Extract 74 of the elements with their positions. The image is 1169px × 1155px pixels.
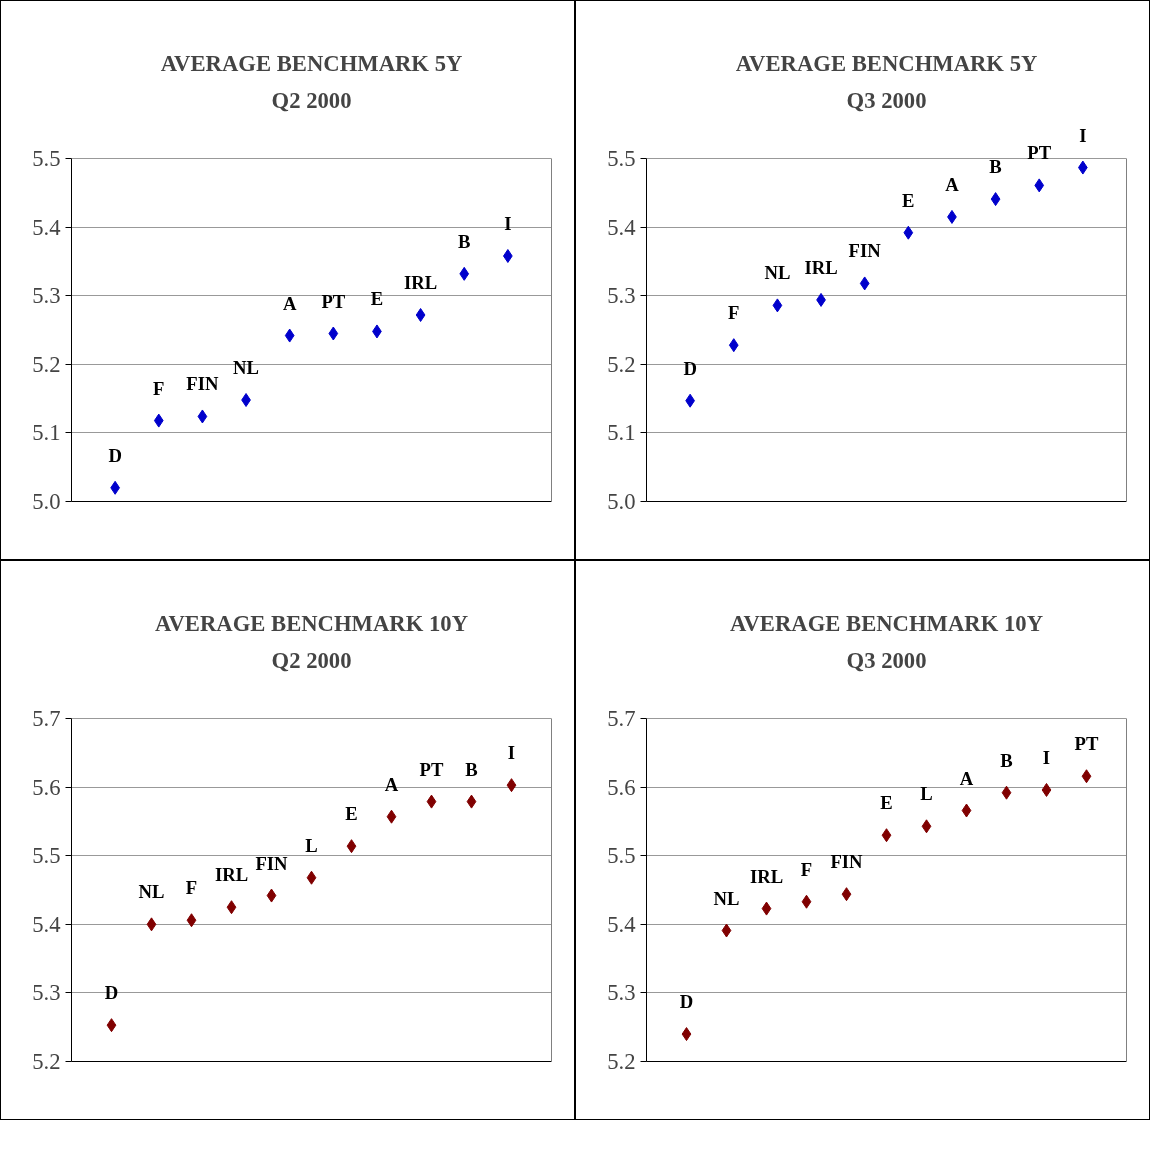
x-tick-label: D bbox=[104, 982, 119, 1004]
chart-subtitle: Q2 2000 bbox=[271, 647, 352, 673]
x-tick-label: E bbox=[345, 803, 358, 825]
y-tick-label: 5.4 bbox=[607, 911, 636, 937]
x-tick-label: IRL bbox=[804, 256, 838, 278]
chart-title: AVERAGE BENCHMARK 5Y bbox=[735, 50, 1038, 76]
y-tick-label: 5.7 bbox=[607, 706, 636, 732]
y-tick-label: 5.2 bbox=[32, 1049, 61, 1074]
x-tick-label: NL bbox=[764, 262, 791, 284]
x-tick-label: PT bbox=[1074, 733, 1099, 755]
x-tick-label: L bbox=[920, 783, 933, 805]
x-tick-label: E bbox=[370, 288, 384, 310]
y-tick-label: 5.4 bbox=[32, 911, 61, 937]
x-tick-label: I bbox=[1079, 124, 1087, 146]
y-tick-label: 5.2 bbox=[607, 1049, 636, 1074]
y-tick-label: 5.1 bbox=[32, 420, 61, 446]
y-tick-label: 5.0 bbox=[607, 489, 636, 514]
chart-subtitle: Q3 2000 bbox=[846, 87, 927, 113]
y-tick-label: 5.5 bbox=[607, 146, 636, 172]
y-tick-label: 5.5 bbox=[32, 843, 61, 869]
x-tick-label: IRL bbox=[749, 865, 784, 887]
x-tick-label: A bbox=[282, 292, 297, 314]
x-tick-label: F bbox=[185, 877, 198, 899]
y-tick-label: 5.0 bbox=[32, 489, 61, 514]
x-tick-label: B bbox=[458, 230, 471, 252]
x-tick-label: NL bbox=[713, 887, 740, 909]
x-tick-label: A bbox=[945, 173, 960, 195]
x-tick-label: E bbox=[902, 189, 915, 211]
x-tick-label: FIN bbox=[830, 851, 864, 873]
y-tick-label: 5.4 bbox=[607, 214, 636, 240]
x-tick-label: D bbox=[108, 444, 122, 466]
y-tick-label: 5.5 bbox=[607, 843, 636, 869]
x-tick-label: A bbox=[384, 773, 399, 795]
y-tick-label: 5.3 bbox=[607, 283, 636, 309]
x-tick-label: B bbox=[1000, 749, 1013, 771]
y-tick-label: 5.3 bbox=[607, 980, 636, 1006]
x-tick-label: E bbox=[880, 792, 893, 814]
x-tick-label: D bbox=[683, 357, 697, 379]
x-tick-label: A bbox=[959, 767, 974, 789]
y-tick-label: 5.7 bbox=[32, 706, 61, 732]
y-tick-label: 5.5 bbox=[32, 146, 61, 172]
x-tick-label: FIN bbox=[186, 373, 219, 395]
x-tick-label: IRL bbox=[214, 864, 249, 886]
x-tick-label: FIN bbox=[255, 852, 289, 874]
x-tick-label: FIN bbox=[848, 240, 882, 262]
x-tick-label: NL bbox=[138, 881, 165, 903]
x-tick-label: F bbox=[153, 377, 165, 399]
x-tick-label: PT bbox=[419, 758, 444, 780]
y-tick-label: 5.6 bbox=[607, 774, 636, 800]
chart-subtitle: Q2 2000 bbox=[271, 87, 352, 113]
x-tick-label: PT bbox=[321, 290, 346, 312]
y-tick-label: 5.1 bbox=[607, 420, 636, 446]
chart-title: AVERAGE BENCHMARK 5Y bbox=[160, 50, 463, 76]
chart-title: AVERAGE BENCHMARK 10Y bbox=[154, 610, 469, 636]
y-tick-label: 5.6 bbox=[32, 774, 61, 800]
y-tick-label: 5.2 bbox=[607, 351, 636, 377]
y-tick-label: 5.3 bbox=[32, 980, 61, 1006]
x-tick-label: I bbox=[1042, 746, 1051, 768]
x-tick-label: B bbox=[465, 758, 478, 780]
x-tick-label: L bbox=[305, 834, 318, 856]
x-tick-label: IRL bbox=[404, 271, 438, 293]
y-tick-label: 5.3 bbox=[32, 283, 61, 309]
y-tick-label: 5.4 bbox=[32, 214, 61, 240]
y-tick-label: 5.2 bbox=[32, 351, 61, 377]
x-tick-label: I bbox=[504, 213, 512, 235]
x-tick-label: PT bbox=[1027, 142, 1052, 164]
chart-title: AVERAGE BENCHMARK 10Y bbox=[729, 610, 1044, 636]
x-tick-label: NL bbox=[233, 357, 260, 379]
x-tick-label: F bbox=[728, 302, 740, 324]
x-tick-label: F bbox=[800, 858, 813, 880]
x-tick-label: B bbox=[989, 156, 1002, 178]
x-tick-label: I bbox=[507, 742, 516, 764]
x-tick-label: D bbox=[679, 991, 694, 1013]
chart-subtitle: Q3 2000 bbox=[846, 647, 927, 673]
